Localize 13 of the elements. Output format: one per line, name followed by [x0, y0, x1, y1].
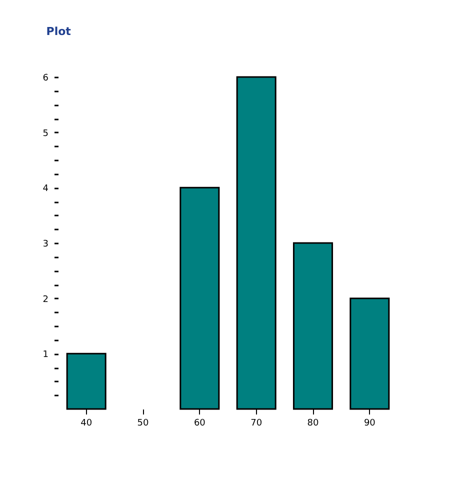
x-tick-label: 50 [137, 418, 149, 428]
x-tick-label: 60 [194, 418, 206, 428]
x-tick-label: 40 [80, 418, 92, 428]
x-tick-label: 80 [307, 418, 319, 428]
chart-title: Plot [46, 25, 71, 38]
x-tick-label: 90 [364, 418, 376, 428]
x-tick-label: 70 [250, 418, 262, 428]
y-tick-label: 3 [42, 240, 48, 250]
y-tick-label: 4 [42, 184, 49, 194]
y-tick-label: 2 [42, 294, 48, 305]
y-tick-label: 5 [42, 128, 48, 139]
y-tick-label: 1 [42, 350, 48, 360]
y-tick-label: 6 [42, 74, 49, 84]
